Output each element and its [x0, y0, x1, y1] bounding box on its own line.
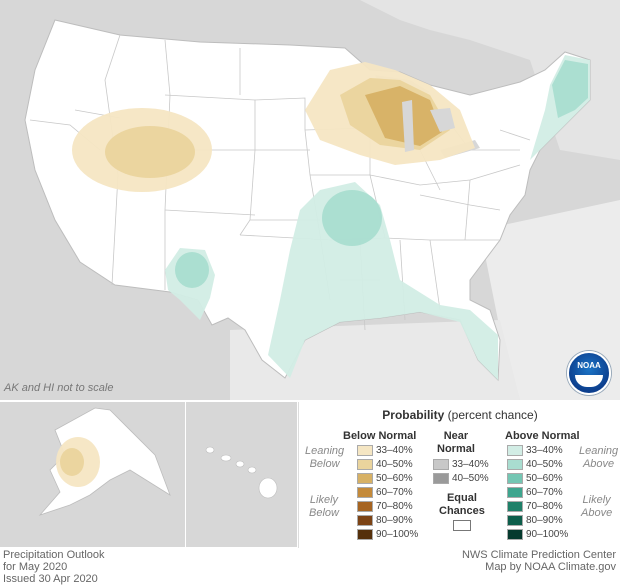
above-normal-header: Above Normal — [505, 430, 580, 442]
ak-hi-note: AK and HI not to scale — [4, 382, 114, 394]
likely-above-1: Likely — [582, 494, 611, 506]
footer-issued: Issued 30 Apr 2020 — [3, 573, 98, 585]
below-normal-row: 90–100% — [357, 528, 418, 541]
hawaii-panel — [186, 402, 297, 547]
noaa-wave — [575, 375, 603, 387]
above-normal-row: 33–40% — [507, 444, 563, 457]
below-normal-swatch — [357, 487, 373, 498]
above-normal-row: 50–60% — [507, 472, 563, 485]
footer-credit-2: Map by NOAA Climate.gov — [485, 561, 616, 573]
above-normal-swatch — [507, 445, 523, 456]
below-normal-swatch — [357, 529, 373, 540]
legend: Probability (percent chance) Below Norma… — [298, 402, 620, 548]
below-normal-header: Below Normal — [343, 430, 417, 442]
likely-above-2: Above — [581, 507, 613, 519]
above-normal-range-label: 80–90% — [526, 515, 563, 526]
leaning-above-1: Leaning — [579, 445, 619, 457]
alaska-below-40-50 — [60, 448, 84, 476]
leaning-above-label: Leaning Above — [579, 445, 618, 471]
noaa-logo-text: NOAA — [577, 361, 601, 370]
near-normal-row: 40–50% — [433, 472, 489, 485]
near-normal-range-label: 33–40% — [452, 459, 489, 470]
legend-title: Probability (percent chance) — [299, 408, 620, 422]
above-normal-range-label: 50–60% — [526, 473, 563, 484]
below-normal-swatch — [357, 501, 373, 512]
near-normal-range-label: 40–50% — [452, 473, 489, 484]
legend-title-rest: (percent chance) — [447, 408, 538, 422]
above-normal-row: 70–80% — [507, 500, 563, 513]
legend-title-bold: Probability — [382, 408, 445, 422]
footer-credit-1: NWS Climate Prediction Center — [461, 549, 616, 561]
lake-michigan-top — [402, 100, 414, 152]
above-normal-swatch — [507, 459, 523, 470]
below-normal-swatch — [357, 445, 373, 456]
below-normal-range-label: 90–100% — [376, 529, 419, 540]
below-normal-row: 33–40% — [357, 444, 413, 457]
footer-period: for May 2020 — [3, 561, 68, 573]
leaning-below-2: Below — [309, 458, 340, 470]
below-normal-swatch — [357, 459, 373, 470]
near-normal-swatch — [433, 459, 449, 470]
footer-right: NWS Climate Prediction Center Map by NOA… — [462, 549, 616, 573]
above-40-50-southwest — [175, 252, 209, 288]
below-normal-row: 50–60% — [357, 472, 413, 485]
near-header-1: Near — [443, 430, 469, 442]
above-normal-swatch — [507, 473, 523, 484]
likely-below-2: Below — [309, 507, 339, 519]
footer-title: Precipitation Outlook — [3, 549, 105, 561]
near-header-2: Normal — [437, 443, 475, 455]
above-normal-range-label: 70–80% — [526, 501, 563, 512]
below-normal-range-label: 80–90% — [376, 515, 413, 526]
likely-below-1: Likely — [309, 494, 339, 506]
above-40-50-northeast — [552, 60, 588, 118]
below-normal-range-label: 33–40% — [376, 445, 413, 456]
leaning-above-2: Above — [582, 458, 615, 470]
near-normal-row: 33–40% — [433, 458, 489, 471]
likely-below-label: Likely Below — [309, 494, 339, 520]
near-normal-swatch — [433, 473, 449, 484]
likely-above-label: Likely Above — [581, 494, 612, 520]
equal-2: Chances — [439, 505, 485, 517]
below-normal-swatch — [357, 473, 373, 484]
above-normal-row: 60–70% — [507, 486, 563, 499]
above-normal-swatch — [507, 487, 523, 498]
alaska-land — [38, 407, 171, 516]
below-normal-swatch — [357, 515, 373, 526]
ocean-atlantic — [480, 200, 620, 400]
below-normal-range-label: 50–60% — [376, 473, 413, 484]
above-normal-row: 80–90% — [507, 514, 563, 527]
equal-chances-swatch — [453, 520, 471, 531]
hawaii-islands — [205, 446, 278, 499]
above-40-50-missouri — [322, 190, 382, 246]
above-normal-range-label: 33–40% — [526, 445, 563, 456]
lake-huron-top — [430, 108, 455, 132]
equal-chances-label: Equal Chances — [439, 492, 485, 518]
below-40-50-west — [105, 126, 195, 178]
above-normal-range-label: 60–70% — [526, 487, 563, 498]
equal-1: Equal — [446, 492, 477, 504]
below-normal-range-label: 40–50% — [376, 459, 413, 470]
footer-left: Precipitation Outlook for May 2020 Issue… — [3, 549, 105, 585]
near-normal-header: Near Normal — [437, 430, 475, 456]
below-normal-row: 60–70% — [357, 486, 413, 499]
below-normal-row: 80–90% — [357, 514, 413, 527]
above-normal-swatch — [507, 501, 523, 512]
above-normal-swatch — [507, 529, 523, 540]
above-normal-row: 40–50% — [507, 458, 563, 471]
leaning-below-1: Leaning — [305, 445, 345, 457]
below-normal-row: 70–80% — [357, 500, 413, 513]
noaa-logo-icon: NOAA — [567, 351, 611, 395]
above-leaning-south — [268, 182, 498, 380]
leaning-below-label: Leaning Below — [305, 445, 344, 471]
below-normal-row: 40–50% — [357, 458, 413, 471]
below-normal-range-label: 60–70% — [376, 487, 413, 498]
above-normal-swatch — [507, 515, 523, 526]
above-normal-range-label: 40–50% — [526, 459, 563, 470]
above-normal-range-label: 90–100% — [526, 529, 569, 540]
above-normal-row: 90–100% — [507, 528, 568, 541]
below-normal-range-label: 70–80% — [376, 501, 413, 512]
